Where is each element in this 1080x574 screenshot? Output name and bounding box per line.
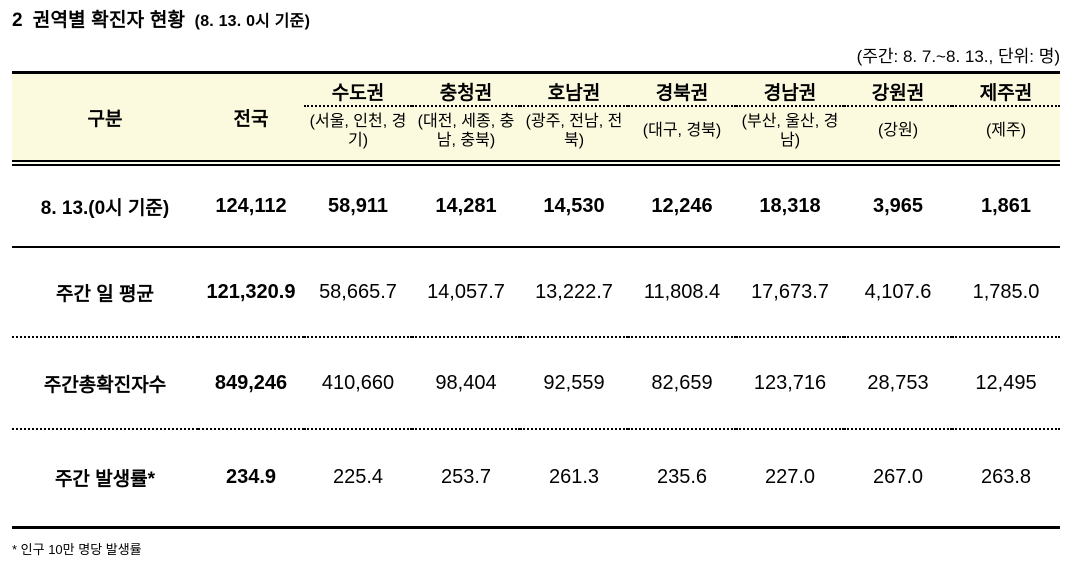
value-cell: 227.0: [764, 466, 816, 489]
region-subheader: (대구, 경북): [628, 106, 736, 166]
row-label: 주간총확진자수: [12, 337, 198, 430]
value-cell: 58,665.7: [304, 247, 412, 338]
period-unit-note: (주간: 8. 7.~8. 13., 단위: 명): [856, 47, 1060, 66]
value-cell: 225.4: [332, 466, 384, 489]
region-header: 경남권: [736, 72, 844, 107]
value-cell: 82,659: [628, 337, 736, 430]
national-value: 124,112: [198, 163, 304, 248]
national-value: 121,320.9: [198, 247, 304, 338]
national-value: 234.9: [225, 466, 277, 489]
header-row-regions: 구분 전국 수도권 충청권 호남권 경북권 경남권 강원권 제주권: [12, 72, 1060, 166]
region-cases-table: 구분 전국 수도권 충청권 호남권 경북권 경남권 강원권 제주권 (서울, 인…: [12, 71, 1060, 529]
table-row-weekly-incidence-rate: 주간 발생률* 234.9 225.4 253.7 261.3 235.6 22…: [12, 429, 1060, 527]
header-row-subregions: (서울, 인천, 경기) (대전, 세종, 충남, 충북) (광주, 전남, 전…: [12, 106, 1060, 166]
table-row-weekly-total: 주간총확진자수 849,246 410,660 98,404 92,559 82…: [12, 337, 1060, 430]
region-header: 수도권: [304, 72, 412, 107]
title-date-suffix: (8. 13. 0시 기준): [194, 13, 311, 30]
national-value: 849,246: [198, 337, 304, 430]
value-cell: 18,318: [736, 163, 844, 248]
value-cell: 3,965: [844, 163, 952, 248]
value-cell: 235.6: [656, 466, 708, 489]
value-cell: 123,716: [736, 337, 844, 430]
region-subheader: (강원): [844, 106, 952, 166]
region-subheader: (부산, 울산, 경남): [736, 106, 844, 166]
region-subheader: (대전, 세종, 충남, 충북): [412, 106, 520, 166]
region-subheader: (제주): [952, 106, 1060, 166]
value-cell: 263.8: [980, 466, 1032, 489]
region-subheader: (광주, 전남, 전북): [520, 106, 628, 166]
value-cell: 12,495: [952, 337, 1060, 430]
region-subheader: (서울, 인천, 경기): [304, 106, 412, 166]
table-row-daily-count: 8. 13.(0시 기준) 124,112 58,911 14,281 14,5…: [12, 163, 1060, 248]
footnote: * 인구 10만 명당 발생률: [12, 541, 142, 557]
value-cell: 4,107.6: [844, 247, 952, 338]
row-label: 주간 발생률*: [54, 469, 156, 491]
value-cell: 92,559: [520, 337, 628, 430]
value-cell: 58,911: [304, 163, 412, 248]
value-cell: 14,057.7: [412, 247, 520, 338]
value-cell: 1,861: [952, 163, 1060, 248]
value-cell: 11,808.4: [628, 247, 736, 338]
corner-header: 구분: [12, 72, 198, 166]
region-header: 경북권: [628, 72, 736, 107]
value-cell: 17,673.7: [736, 247, 844, 338]
value-cell: 13,222.7: [520, 247, 628, 338]
value-cell: 253.7: [440, 466, 492, 489]
row-label: 주간 일 평균: [12, 247, 198, 338]
value-cell: 14,530: [520, 163, 628, 248]
value-cell: 267.0: [872, 466, 924, 489]
value-cell: 1,785.0: [952, 247, 1060, 338]
value-cell: 410,660: [304, 337, 412, 430]
region-header: 충청권: [412, 72, 520, 107]
region-header: 강원권: [844, 72, 952, 107]
title-text: 권역별 확진자 현황: [32, 10, 186, 31]
region-header: 호남권: [520, 72, 628, 107]
value-cell: 14,281: [412, 163, 520, 248]
row-label: 8. 13.(0시 기준): [12, 163, 198, 248]
table-row-weekly-daily-average: 주간 일 평균 121,320.9 58,665.7 14,057.7 13,2…: [12, 247, 1060, 338]
region-header: 제주권: [952, 72, 1060, 107]
page-title: 2 권역별 확진자 현황 (8. 13. 0시 기준): [0, 0, 1080, 35]
national-header: 전국: [198, 72, 304, 166]
section-number: 2: [12, 10, 23, 31]
value-cell: 261.3: [548, 466, 600, 489]
value-cell: 98,404: [412, 337, 520, 430]
value-cell: 12,246: [628, 163, 736, 248]
value-cell: 28,753: [844, 337, 952, 430]
